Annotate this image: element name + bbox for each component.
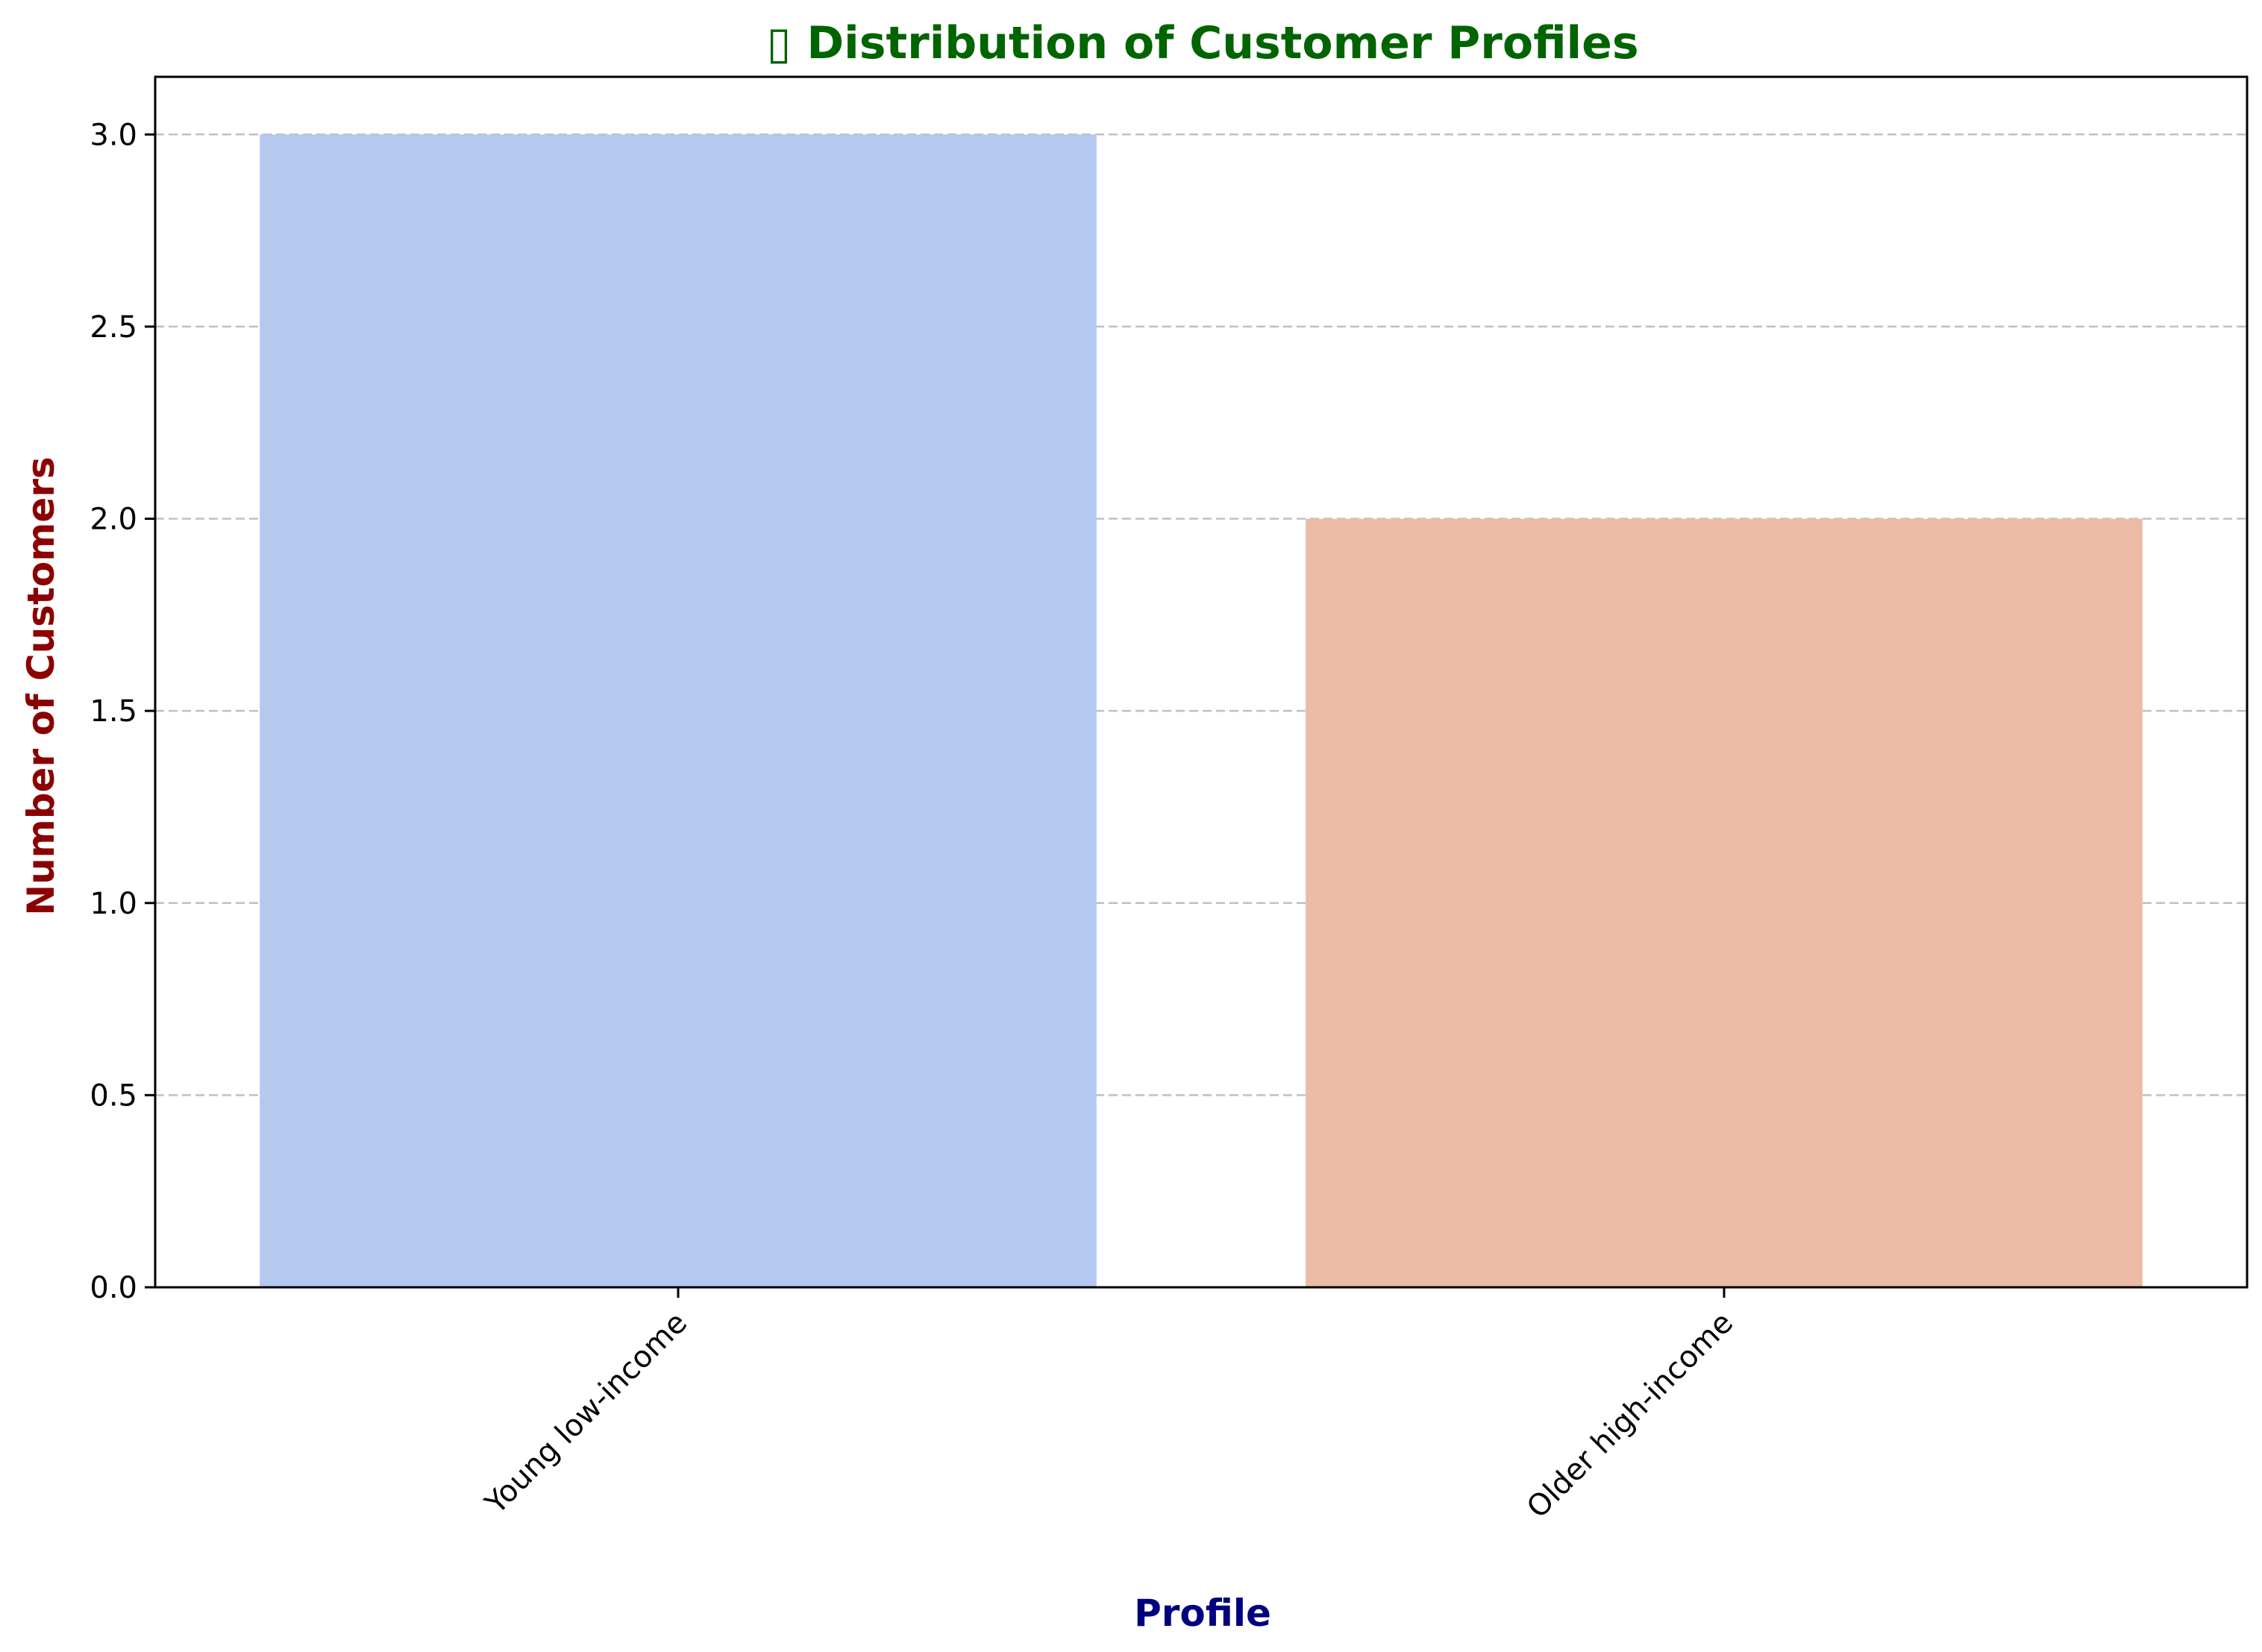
bar [1306,518,2143,1287]
y-tick-label: 1.0 [90,887,137,921]
y-tick-label: 0.0 [90,1271,137,1305]
plot-frame [154,75,2249,1289]
chart-title: ▯ Distribution of Customer Profiles [766,17,1638,69]
y-axis-ticks: 0.0 0.5 1.0 1.5 2.0 2.5 3.0 [90,118,155,1305]
y-tick-label: 2.0 [90,503,137,537]
y-tick-label: 2.5 [90,310,137,345]
y-axis-title: Number of Customers [19,456,63,916]
x-axis-title: Profile [1134,1592,1271,1635]
y-tick-label: 0.5 [90,1078,137,1113]
y-tick-label: 3.0 [90,118,137,152]
y-tick-label: 1.5 [90,694,137,729]
bar [260,134,1097,1287]
bars [260,134,2143,1287]
